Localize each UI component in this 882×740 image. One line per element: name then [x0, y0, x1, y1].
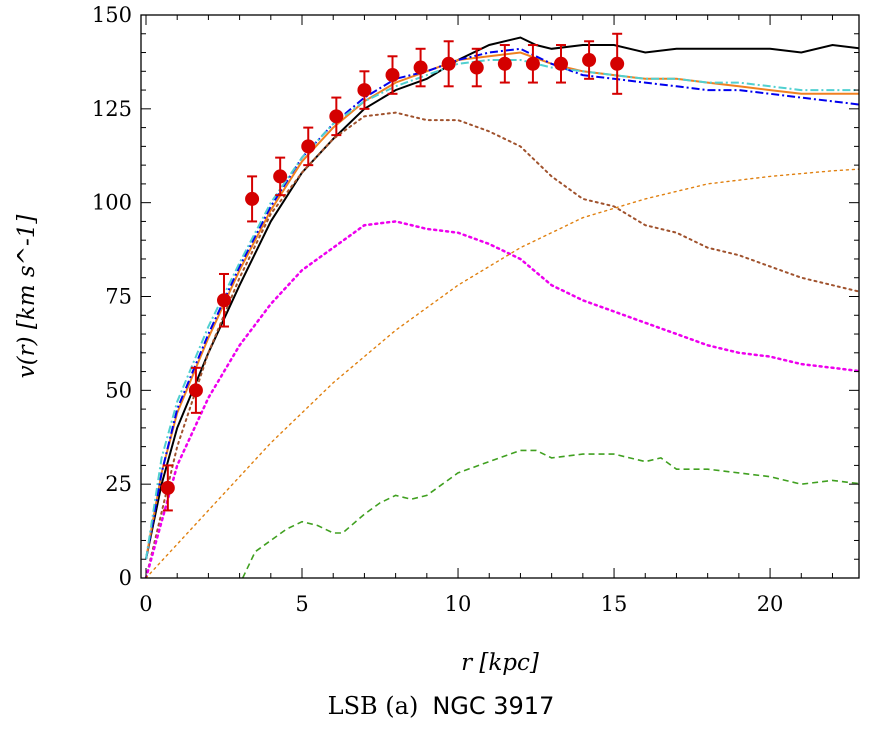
data-point — [469, 60, 484, 75]
x-tick-label: 0 — [139, 592, 152, 616]
x-axis-label: r [kpc] — [461, 650, 539, 676]
plot-frame — [140, 14, 860, 579]
y-tick-label: 75 — [105, 285, 132, 309]
data-point — [273, 169, 288, 184]
series-line-3 — [145, 59, 859, 560]
data-point — [188, 383, 203, 398]
data-point — [554, 56, 569, 71]
series-line-4 — [145, 111, 859, 578]
data-point — [329, 109, 344, 124]
y-tick-label: 25 — [105, 472, 132, 496]
series-line-0 — [145, 36, 859, 560]
x-tick-label: 15 — [601, 592, 628, 616]
data-point — [441, 56, 456, 71]
data-point — [301, 139, 316, 154]
series-line-2 — [145, 47, 859, 560]
y-axis-label: v(r) [km s^-1] — [14, 215, 40, 379]
y-tick-label: 0 — [119, 566, 132, 590]
data-point — [160, 480, 175, 495]
x-tick-label: 5 — [295, 592, 308, 616]
data-point — [497, 56, 512, 71]
x-tick-label: 20 — [757, 592, 784, 616]
caption-prefix: LSB (a) — [327, 692, 419, 720]
y-tick-label: 150 — [92, 3, 132, 27]
x-tick-label: 10 — [445, 592, 472, 616]
data-point — [385, 68, 400, 83]
data-point — [217, 293, 232, 308]
data-point — [357, 83, 372, 98]
chart-caption: LSB (a) NGC 3917 — [0, 692, 882, 720]
series-line-5 — [144, 220, 859, 578]
series-line-6 — [145, 168, 859, 578]
data-point — [582, 53, 597, 68]
y-tick-label: 100 — [92, 191, 132, 215]
data-point — [610, 56, 625, 71]
galaxy-name: NGC 3917 — [432, 692, 555, 720]
series-line-1 — [145, 51, 859, 560]
data-point — [245, 191, 260, 206]
data-point — [525, 56, 540, 71]
plot-area — [144, 32, 859, 578]
y-tick-label: 50 — [105, 378, 132, 402]
data-point — [413, 60, 428, 75]
series-line-7 — [241, 449, 859, 578]
y-tick-label: 125 — [92, 97, 132, 121]
